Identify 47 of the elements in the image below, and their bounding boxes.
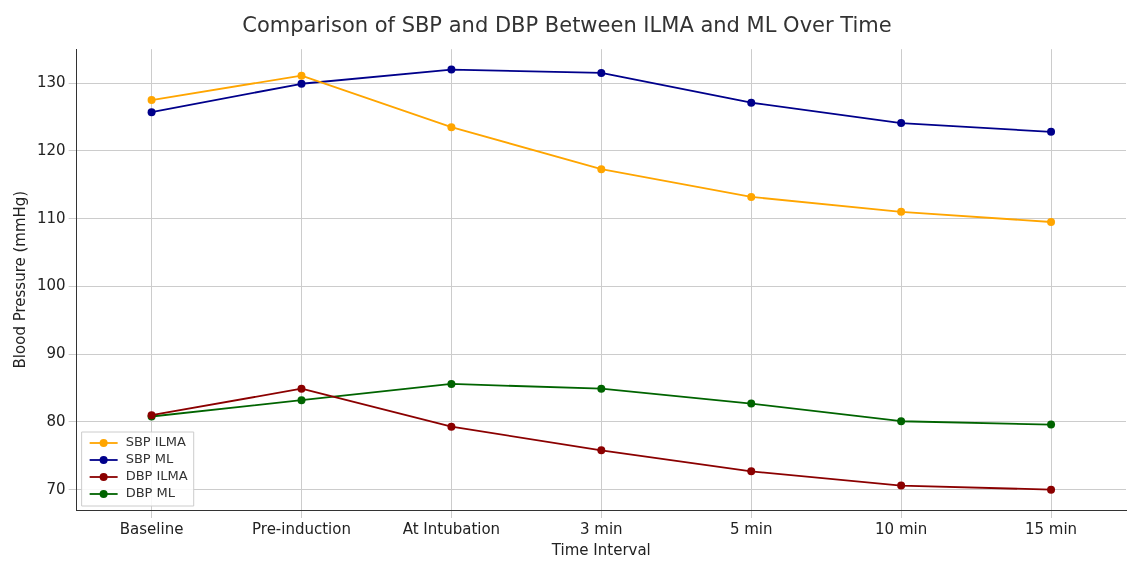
point <box>447 422 456 431</box>
point <box>297 384 306 393</box>
x-tick-label: 15 min <box>1024 519 1078 538</box>
x-tick-label: 10 min <box>875 519 928 538</box>
legend-label: DBP ILMA <box>125 468 188 484</box>
point <box>447 379 456 388</box>
y-axis-title: Blood Pressure (mmHg) <box>10 190 29 369</box>
point <box>447 65 456 74</box>
x-tick-label: 3 min <box>580 519 623 538</box>
point <box>597 68 606 77</box>
legend-label: DBP ML <box>125 485 176 501</box>
legend-label: SBP ML <box>125 451 174 467</box>
x-axis-title: Time Interval <box>550 540 651 559</box>
point <box>1047 485 1056 494</box>
point <box>597 446 606 455</box>
point <box>297 79 306 88</box>
point <box>747 98 756 107</box>
point <box>747 192 756 201</box>
y-tick-label: 80 <box>46 411 66 430</box>
y-tick-label: 70 <box>46 479 66 498</box>
x-tick-label: At Intubation <box>402 519 501 538</box>
point <box>747 399 756 408</box>
point <box>147 108 156 117</box>
point <box>897 481 906 490</box>
point <box>897 207 906 216</box>
point <box>297 396 306 405</box>
y-tick-label: 90 <box>46 344 66 363</box>
x-tick-label: Baseline <box>119 519 184 538</box>
point <box>597 384 606 393</box>
point <box>747 467 756 476</box>
legend-label: SBP ILMA <box>125 434 187 450</box>
y-tick-label: 110 <box>36 208 66 227</box>
point <box>297 71 306 80</box>
point <box>147 96 156 105</box>
y-tick-label: 120 <box>36 140 66 159</box>
y-tick-label: 130 <box>36 72 66 91</box>
x-tick-label: 5 min <box>729 519 773 538</box>
point <box>897 119 906 128</box>
point <box>1047 127 1056 136</box>
y-tick-label: 100 <box>36 276 66 295</box>
point <box>447 123 456 132</box>
point <box>1047 218 1056 226</box>
point <box>597 165 606 174</box>
chart-title: Comparison of SBP and DBP Between ILMA and ML Over Time <box>242 13 892 38</box>
point <box>1047 420 1056 429</box>
point <box>897 417 906 426</box>
x-tick-label: Pre-induction <box>252 519 351 538</box>
